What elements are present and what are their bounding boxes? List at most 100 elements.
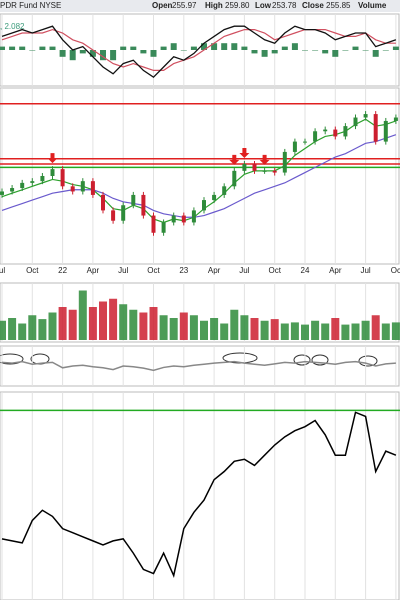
x-tick-label: 24 [301,266,310,275]
candle [313,131,318,142]
panel-frame [0,282,400,343]
candle [121,205,126,221]
histogram-bar [79,50,86,54]
candle [222,186,227,195]
candle [70,186,75,192]
volume-bar [280,323,289,340]
histogram-bar [150,50,157,57]
histogram-bar [302,50,308,51]
x-tick-label: Apr [208,266,221,275]
arrow [259,154,270,165]
volume-bar [38,319,47,340]
candle [333,129,338,137]
volume-bar [78,290,87,340]
histogram-bar [140,50,147,54]
candle [161,222,166,233]
volume-bar [0,320,6,340]
candle [131,194,136,206]
candle [141,194,146,216]
histogram-bar [362,50,369,51]
volume-bar [109,298,118,340]
data-line [1,360,396,372]
signal-line [1,28,396,71]
candle [393,117,398,121]
header-bar [0,0,400,12]
histogram-bar [89,50,96,57]
histogram-bar [221,43,228,50]
highlight-ellipse [311,354,329,366]
histogram-bar [49,46,56,50]
histogram-bar [332,50,339,57]
volume-bar [301,324,309,340]
x-tick-label: Oct [147,266,160,275]
histogram-bar [322,50,329,54]
candle [363,114,368,118]
histogram-bar [160,46,167,50]
candle [353,117,358,127]
candle [282,151,287,173]
volume-bar [119,304,128,340]
candle [101,194,105,211]
volume-bar [341,324,350,340]
close-value: 255.85 [326,1,351,10]
panel-frame [0,345,400,387]
x-tick-label: Oct [26,266,39,275]
candle [0,191,4,195]
high-value: 259.80 [225,1,250,10]
volume-bar [28,315,37,340]
histogram-bar [251,50,258,54]
volume-bar [371,315,380,340]
histogram-bar [392,46,399,50]
histogram-bar [59,50,66,57]
volume-bar [68,309,77,340]
volume-bar [230,309,239,340]
volume-bar [88,307,97,340]
arrow [239,147,250,158]
x-tick-label: Jul [118,266,128,275]
histogram-bar [39,46,46,50]
volume-bar [331,318,340,340]
candle [232,170,237,187]
open-label: Open [152,1,173,10]
volume-bar [391,322,400,340]
histogram-bar [29,50,36,51]
volume-bar [210,318,219,340]
candle [191,210,196,223]
panel-frame [0,391,400,600]
histogram-bar [110,50,117,61]
highlight-ellipse [0,353,24,365]
candle [343,126,348,137]
macd-line [1,25,397,79]
volume-bar [361,320,370,340]
open-value: 255.97 [172,1,197,10]
histogram-bar [69,50,76,61]
volume-bar [169,318,178,340]
volume-bar [18,323,27,340]
volume-bar [149,307,158,340]
volume-bar [129,309,138,340]
x-tick-label: Oct [268,266,281,275]
x-tick-label: Apr [329,266,342,275]
volume-bar [48,312,57,340]
candle [272,170,277,173]
candle [171,215,176,223]
candle [50,169,55,176]
candle [292,141,297,152]
volume-bar [250,318,259,340]
histogram-bar [100,50,106,61]
data-line [1,411,397,578]
histogram-bar [281,46,288,50]
candle [212,194,217,201]
x-tick-label: Jul [239,266,249,275]
candle [111,210,116,221]
x-tick-label: 22 [58,266,67,275]
candle [90,181,95,195]
candle [323,129,328,132]
histogram-bar [201,43,207,50]
volume-bar [240,315,249,340]
histogram-bar [180,50,187,51]
volume-bar [381,323,390,340]
histogram-bar [241,46,248,50]
candle [60,169,65,187]
histogram-bar [0,46,5,50]
